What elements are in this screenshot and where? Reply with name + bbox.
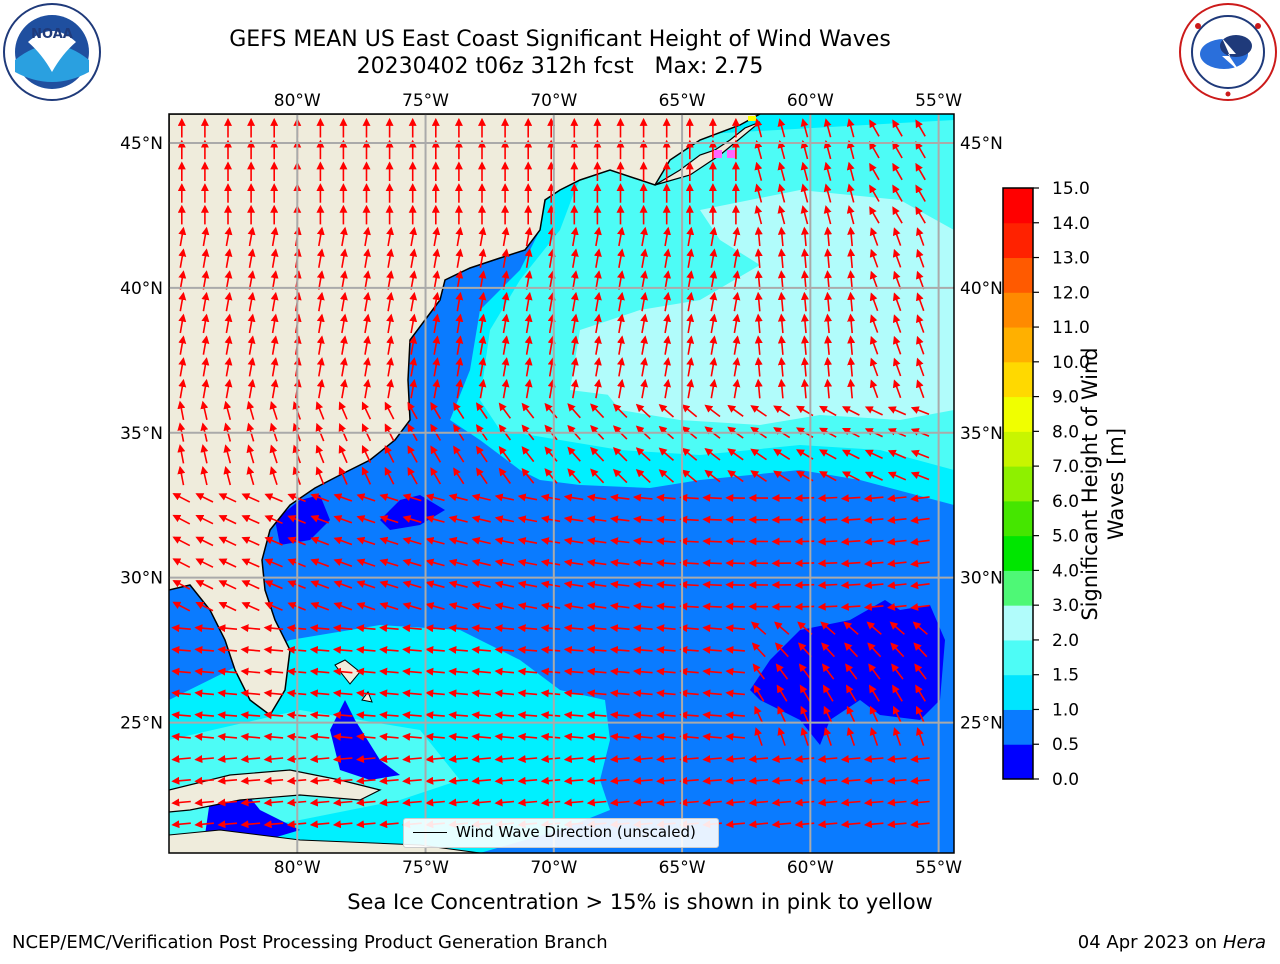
wind-wave-arrow (704, 606, 722, 607)
wind-wave-arrow (819, 563, 837, 564)
lat-tick-label-left: 45°N (120, 134, 163, 154)
wind-wave-arrow (681, 584, 699, 585)
lat-tick-label-left: 30°N (120, 569, 163, 589)
lon-tick-label-top: 70°W (530, 91, 577, 111)
colorbar-tick-label: 12.0 (1052, 283, 1090, 303)
wind-wave-arrow (819, 606, 837, 607)
colorbar-label-line2: Waves [m] (1103, 314, 1129, 654)
sea-ice-cell (714, 150, 722, 158)
wind-wave-arrow (704, 563, 722, 564)
lon-tick-label-top: 60°W (787, 91, 834, 111)
colorbar-segment (1003, 501, 1033, 536)
wind-wave-arrow (704, 519, 722, 520)
wind-wave-arrow (681, 541, 699, 542)
colorbar-tick-label: 1.5 (1052, 666, 1079, 686)
colorbar-segment (1003, 292, 1033, 327)
lat-tick-label-right: 30°N (960, 569, 1003, 589)
colorbar-segment (1003, 327, 1033, 362)
wind-wave-arrow (819, 498, 837, 499)
colorbar-tick-label: 3.0 (1052, 596, 1079, 616)
wind-wave-arrow (819, 519, 837, 520)
lon-tick-label-bottom: 60°W (787, 858, 834, 878)
lon-tick-label-top: 80°W (274, 91, 321, 111)
colorbar-tick-label: 0.5 (1052, 735, 1079, 755)
lon-tick-label-top: 75°W (402, 91, 449, 111)
colorbar-tick-label: 2.0 (1052, 631, 1079, 651)
lon-tick-label-top: 65°W (659, 91, 706, 111)
colorbar-tick-label: 6.0 (1052, 492, 1079, 512)
colorbar-tick-label: 7.0 (1052, 457, 1079, 477)
run-date-text: 04 Apr 2023 on (1078, 932, 1223, 953)
wind-wave-arrow (704, 498, 722, 499)
lon-tick-label-bottom: 80°W (274, 858, 321, 878)
wind-wave-arrow (796, 519, 814, 520)
colorbar-segment (1003, 709, 1033, 744)
map-field (169, 114, 954, 853)
colorbar-tick-label: 8.0 (1052, 422, 1079, 442)
colorbar-segment (1003, 640, 1033, 675)
colorbar-segment (1003, 397, 1033, 432)
colorbar-segment (1003, 744, 1033, 779)
lon-tick-label-bottom: 55°W (915, 858, 962, 878)
colorbar-tick-label: 9.0 (1052, 388, 1079, 408)
wind-wave-arrow (819, 585, 837, 586)
lon-tick-label-bottom: 70°W (530, 858, 577, 878)
wind-wave-arrow (727, 541, 745, 542)
colorbar-tick-label: 15.0 (1052, 179, 1090, 199)
sea-ice-cell (748, 116, 756, 121)
wind-wave-arrow (727, 585, 745, 586)
colorbar-tick-label: 14.0 (1052, 214, 1090, 234)
wind-wave-arrow (819, 541, 837, 542)
lat-tick-label-right: 25°N (960, 714, 1003, 734)
sea-ice-cell (727, 150, 735, 158)
wind-wave-arrow (704, 541, 722, 542)
wind-wave-arrow (681, 519, 699, 520)
lat-tick-label-left: 35°N (120, 424, 163, 444)
lat-tick-label-right: 35°N (960, 424, 1003, 444)
colorbar-segment (1003, 675, 1033, 710)
colorbar-segment (1003, 223, 1033, 258)
lat-tick-label-left: 40°N (120, 279, 163, 299)
colorbar-segment (1003, 188, 1033, 223)
wind-wave-arrow (704, 585, 722, 586)
wind-wave-arrow (796, 606, 814, 607)
colorbar-tick-label: 5.0 (1052, 527, 1079, 547)
lat-tick-label-left: 25°N (120, 714, 163, 734)
legend-label: Wind Wave Direction (unscaled) (456, 823, 696, 841)
legend: Wind Wave Direction (unscaled) (403, 818, 719, 848)
colorbar-segment (1003, 536, 1033, 571)
wind-wave-arrow (796, 563, 814, 564)
lon-tick-label-bottom: 75°W (402, 858, 449, 878)
wind-wave-arrow (727, 520, 745, 521)
colorbar-label-line1: Significant Height of Wind (1077, 314, 1103, 654)
lon-tick-label-top: 55°W (915, 91, 962, 111)
lon-tick-label-bottom: 65°W (659, 858, 706, 878)
colorbar-tick-label: 0.0 (1052, 770, 1079, 790)
run-date: 04 Apr 2023 on Hera (1078, 932, 1266, 953)
colorbar-segment (1003, 258, 1033, 293)
colorbar-segment (1003, 570, 1033, 605)
wind-wave-arrow (796, 498, 814, 499)
colorbar-segment (1003, 605, 1033, 640)
colorbar-segment (1003, 466, 1033, 501)
lat-tick-label-right: 45°N (960, 134, 1003, 154)
lat-tick-label-right: 40°N (960, 279, 1003, 299)
colorbar-tick-label: 1.0 (1052, 700, 1079, 720)
colorbar-segment (1003, 362, 1033, 397)
legend-line-icon (413, 832, 447, 833)
wind-wave-arrow (796, 541, 814, 542)
producer-credit: NCEP/EMC/Verification Post Processing Pr… (12, 932, 608, 953)
wind-wave-arrow (796, 585, 814, 586)
colorbar-tick-label: 13.0 (1052, 249, 1090, 269)
machine-name: Hera (1223, 932, 1266, 953)
sea-ice-note: Sea Ice Concentration > 15% is shown in … (260, 890, 1020, 914)
colorbar-segment (1003, 431, 1033, 466)
colorbar-tick-label: 4.0 (1052, 561, 1079, 581)
wind-wave-arrow (681, 606, 699, 607)
wind-wave-arrow (727, 606, 745, 607)
